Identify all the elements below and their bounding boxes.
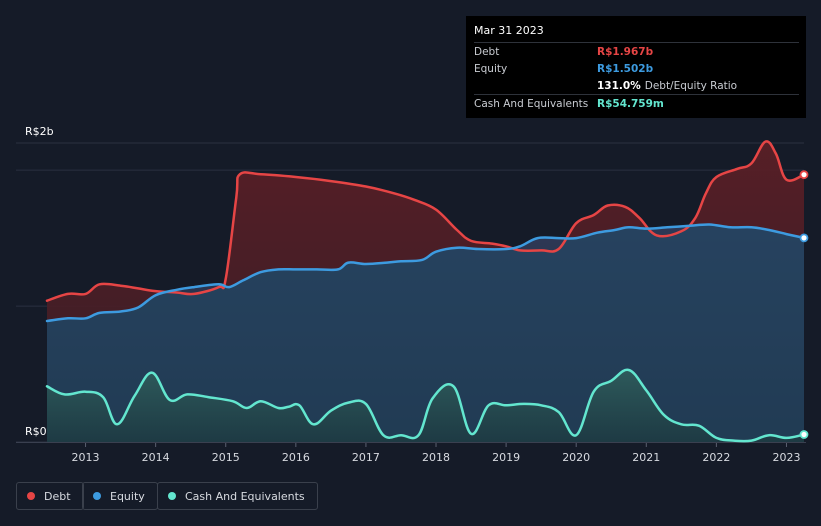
cash-line [45,368,806,443]
tooltip-equity-label: Equity [474,62,508,75]
cash-dot-icon [168,492,176,500]
equity-line [45,223,806,323]
legend-equity-label: Equity [110,489,145,503]
debt-end-marker [799,170,809,180]
tooltip-date: Mar 31 2023 [474,24,544,37]
tooltip-equity-row: Equity R$1.502b [474,60,799,77]
y-axis-zero-label: R$0 [25,425,47,438]
x-tick-label: 2021 [632,451,661,464]
tooltip-equity-value: R$1.502b [597,62,654,75]
tooltip-ratio-row: 131.0% Debt/Equity Ratio [474,77,799,94]
tooltip-ratio-label: Debt/Equity Ratio [644,79,738,92]
debt-line [45,140,806,302]
cash-area [47,369,804,442]
legend-debt[interactable]: Debt [16,482,84,510]
x-tick-label: 2013 [71,451,100,464]
tooltip-debt-row: Debt R$1.967b [474,42,799,60]
debt-dot-icon [27,492,35,500]
tooltip-cash-value: R$54.759m [597,97,664,110]
x-tick-label: 2018 [422,451,450,464]
legend-equity[interactable]: Equity [82,482,158,510]
debt-under-equity-area [47,224,804,442]
x-tick-label: 2015 [211,451,240,464]
equity-dot-icon [93,492,101,500]
equity-end-marker [799,233,809,243]
x-tick-label: 2017 [351,451,380,464]
x-tick-label: 2019 [492,451,521,464]
data-tooltip: Mar 31 2023 Debt R$1.967b Equity R$1.502… [466,16,806,118]
x-tick-label: 2014 [141,451,170,464]
x-tick-label: 2020 [562,451,591,464]
tooltip-debt-label: Debt [474,45,500,58]
legend-debt-label: Debt [44,489,71,503]
legend-cash[interactable]: Cash And Equivalents [157,482,318,510]
cash-end-marker [799,430,809,439]
tooltip-debt-value: R$1.967b [597,45,654,58]
y-axis-max-label: R$2b [25,125,54,138]
x-tick-label: 2016 [281,451,310,464]
tooltip-ratio-value: 131.0% [597,79,641,92]
tooltip-cash-row: Cash And Equivalents R$54.759m [474,94,799,112]
legend-cash-label: Cash And Equivalents [185,489,305,503]
x-tick-label: 2023 [772,451,801,464]
x-tick-label: 2022 [702,451,731,464]
tooltip-cash-label: Cash And Equivalents [474,97,589,110]
